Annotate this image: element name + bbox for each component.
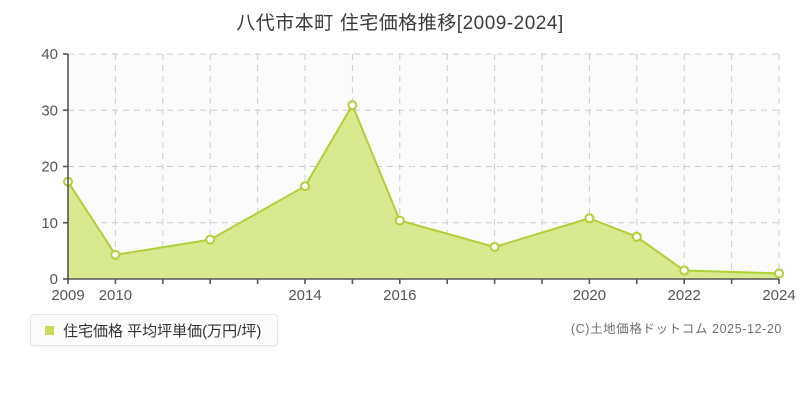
data-point-2020	[584, 213, 595, 224]
data-point-2024	[774, 268, 784, 279]
data-point-2015	[347, 100, 358, 111]
y-tick-label: 20	[41, 159, 58, 176]
x-tick-label: 2024	[762, 287, 795, 304]
x-tick-label: 2022	[668, 287, 701, 304]
data-point-2021	[631, 231, 642, 242]
y-axis-tick-labels: 0 10 20 30 40	[41, 46, 58, 288]
title-range: [2009-2024]	[456, 13, 564, 34]
data-point-2018	[489, 241, 500, 252]
page-title: 八代市本町 住宅価格推移[2009-2024]	[0, 8, 800, 35]
y-tick-label: 40	[41, 46, 58, 63]
legend: 住宅価格 平均坪単価(万円/坪)	[30, 314, 279, 346]
title-metric: 住宅価格推移	[339, 13, 457, 34]
y-tick-label: 10	[41, 215, 58, 232]
x-tick-label: 2016	[383, 287, 416, 304]
title-place: 八代市本町	[236, 13, 334, 34]
copyright-credit: (C)土地価格ドットコム 2025-12-20	[570, 322, 782, 336]
x-tick-label: 2020	[573, 287, 606, 304]
y-tick-label: 30	[41, 102, 58, 119]
legend-swatch-icon	[45, 325, 54, 335]
axes	[63, 53, 780, 284]
data-point-2010	[110, 249, 121, 260]
data-point-2022	[679, 265, 690, 276]
area-series-fill	[68, 105, 779, 279]
legend-label: 住宅価格 平均坪単価(万円/坪)	[63, 322, 262, 340]
data-point-2012	[205, 234, 216, 245]
x-tick-label: 2010	[99, 287, 132, 304]
x-tick-label: 2009	[51, 287, 84, 304]
data-point-2014	[300, 181, 310, 192]
gridlines	[68, 53, 780, 279]
x-tick-label: 2014	[288, 287, 321, 304]
x-axis-tick-labels: 2009 2010 2014 2016 2020 2022 2024	[51, 287, 795, 304]
y-tick-label: 0	[50, 271, 58, 288]
data-point-2016	[394, 215, 405, 226]
